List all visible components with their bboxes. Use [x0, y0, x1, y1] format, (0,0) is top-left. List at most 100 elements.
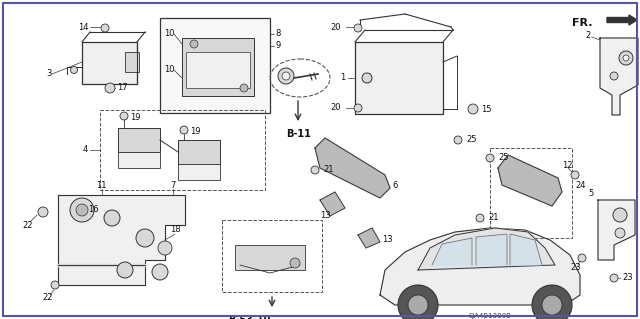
- Circle shape: [104, 210, 120, 226]
- Circle shape: [101, 24, 109, 32]
- Circle shape: [398, 285, 438, 319]
- Text: 2: 2: [585, 31, 590, 40]
- Bar: [182, 38, 254, 96]
- Circle shape: [136, 229, 154, 247]
- Polygon shape: [510, 234, 542, 265]
- Text: 1: 1: [340, 73, 345, 83]
- Circle shape: [610, 72, 618, 80]
- Text: 12: 12: [562, 160, 573, 169]
- Text: 19: 19: [130, 113, 141, 122]
- Polygon shape: [418, 228, 555, 270]
- Polygon shape: [320, 192, 345, 216]
- Circle shape: [354, 104, 362, 112]
- Text: 22: 22: [22, 220, 33, 229]
- Circle shape: [619, 51, 633, 65]
- Polygon shape: [380, 228, 580, 305]
- Circle shape: [542, 295, 562, 315]
- Polygon shape: [498, 155, 562, 206]
- Text: 5: 5: [588, 189, 593, 197]
- Text: 25: 25: [466, 135, 477, 144]
- Text: 22: 22: [42, 293, 52, 302]
- Circle shape: [282, 72, 290, 80]
- Bar: [355, 42, 443, 114]
- Circle shape: [117, 262, 133, 278]
- Circle shape: [408, 295, 428, 315]
- Bar: [490, 148, 572, 238]
- Circle shape: [76, 204, 88, 216]
- Text: 18: 18: [170, 226, 180, 234]
- Circle shape: [615, 228, 625, 238]
- Text: 13: 13: [382, 235, 392, 244]
- Text: 13: 13: [320, 211, 331, 219]
- Circle shape: [613, 208, 627, 222]
- Bar: [222, 220, 322, 292]
- Text: 6: 6: [392, 181, 397, 189]
- Circle shape: [362, 73, 372, 83]
- Polygon shape: [600, 38, 638, 115]
- Circle shape: [532, 285, 572, 319]
- Text: 21: 21: [488, 212, 499, 221]
- Text: 15: 15: [481, 106, 492, 115]
- Text: 7: 7: [170, 181, 175, 189]
- Text: 11: 11: [96, 181, 106, 189]
- Bar: [118, 128, 160, 152]
- Bar: [178, 164, 220, 180]
- Text: 9: 9: [275, 41, 280, 50]
- Circle shape: [51, 281, 59, 289]
- Circle shape: [180, 126, 188, 134]
- Circle shape: [70, 66, 77, 73]
- Text: SJA4B1380B: SJA4B1380B: [468, 313, 511, 319]
- Polygon shape: [432, 238, 472, 265]
- Text: 25: 25: [498, 152, 509, 161]
- Circle shape: [190, 40, 198, 48]
- Polygon shape: [58, 195, 185, 285]
- Circle shape: [571, 171, 579, 179]
- Bar: [235, 245, 305, 270]
- Circle shape: [290, 258, 300, 268]
- Text: B-11: B-11: [286, 129, 311, 139]
- Bar: [160, 18, 270, 113]
- Circle shape: [70, 198, 94, 222]
- Polygon shape: [358, 228, 380, 248]
- Text: 8: 8: [275, 29, 280, 39]
- Circle shape: [152, 264, 168, 280]
- Circle shape: [610, 274, 618, 282]
- Text: 20: 20: [330, 103, 340, 113]
- Text: 19: 19: [190, 127, 200, 136]
- Text: 16: 16: [88, 205, 99, 214]
- Text: 3: 3: [46, 70, 51, 78]
- Circle shape: [354, 24, 362, 32]
- Polygon shape: [598, 200, 635, 260]
- Circle shape: [486, 154, 494, 162]
- Bar: [100, 110, 265, 190]
- Circle shape: [38, 207, 48, 217]
- Polygon shape: [476, 234, 507, 265]
- Text: FR.: FR.: [572, 18, 593, 28]
- Text: 10: 10: [164, 29, 175, 39]
- Text: 20: 20: [330, 23, 340, 32]
- Text: 4: 4: [83, 145, 88, 154]
- Bar: [125, 52, 139, 72]
- Bar: [186, 52, 250, 88]
- Circle shape: [468, 104, 478, 114]
- Text: 23: 23: [622, 272, 632, 281]
- Text: 21: 21: [323, 165, 333, 174]
- Text: 23: 23: [570, 263, 580, 272]
- Circle shape: [158, 241, 172, 255]
- Text: 24: 24: [575, 181, 586, 189]
- Circle shape: [120, 112, 128, 120]
- Circle shape: [240, 84, 248, 92]
- FancyArrow shape: [607, 15, 637, 25]
- Bar: [178, 140, 220, 164]
- Circle shape: [311, 166, 319, 174]
- Text: 17: 17: [117, 84, 127, 93]
- Text: 10: 10: [164, 65, 175, 75]
- Polygon shape: [315, 138, 390, 198]
- Circle shape: [278, 68, 294, 84]
- Circle shape: [623, 55, 629, 61]
- Circle shape: [105, 83, 115, 93]
- Circle shape: [454, 136, 462, 144]
- Bar: [82, 42, 137, 84]
- Text: 14: 14: [78, 23, 88, 32]
- Bar: [118, 152, 160, 168]
